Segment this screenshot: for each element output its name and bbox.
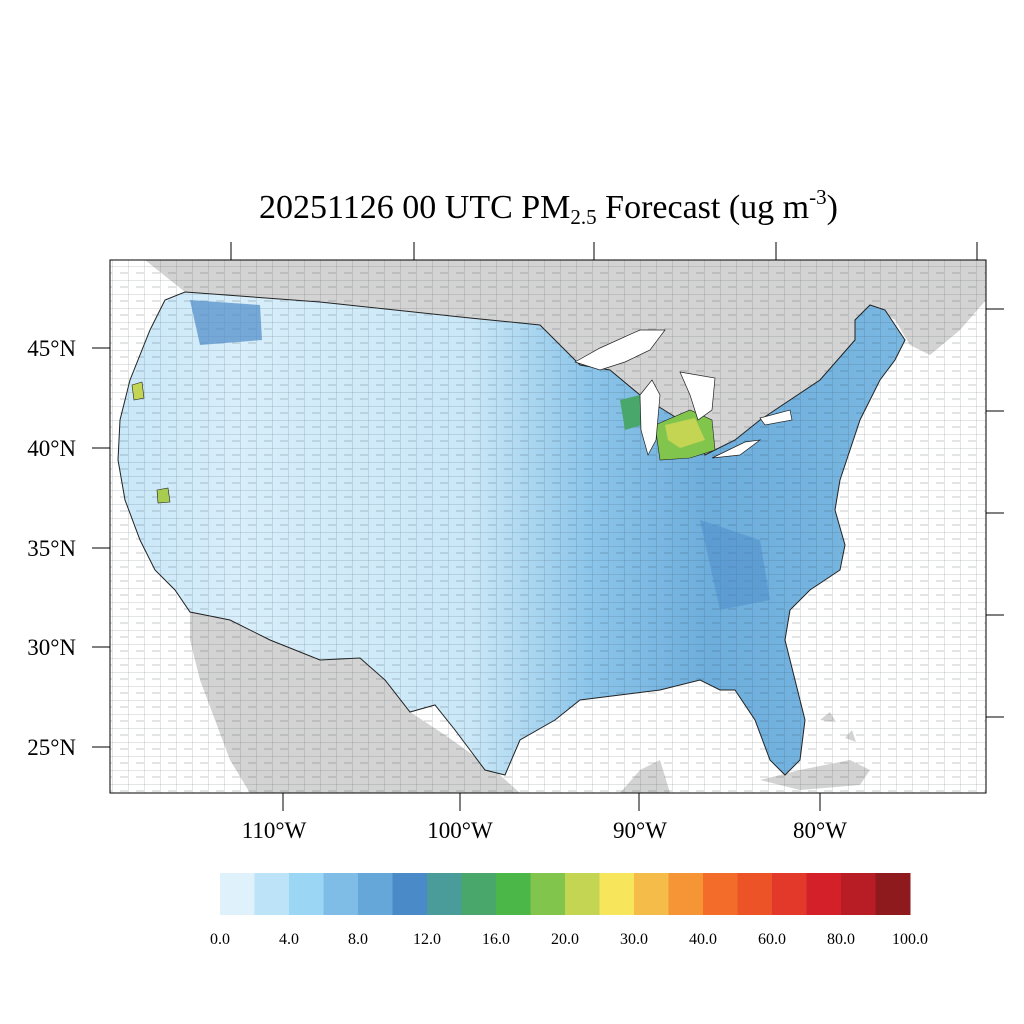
legend-label: 60.0 [758,931,786,948]
legend-swatch [220,873,255,915]
longitude-labels: 110°W 100°W 90°W 80°W [242,818,848,843]
legend-label: 4.0 [279,931,299,948]
legend-swatch [496,873,531,915]
legend-swatch [772,873,807,915]
legend-swatch [358,873,393,915]
map-area [110,260,986,793]
legend-swatch [634,873,669,915]
lon-label: 100°W [427,818,493,843]
lat-label: 35°N [27,536,76,561]
lon-label: 110°W [242,818,307,843]
title-rest: Forecast (ug m [596,189,810,226]
legend-swatch [530,873,566,915]
legend-swatch [806,873,842,915]
legend-swatch [323,873,359,915]
map-frame [109,259,987,794]
lat-label: 45°N [27,336,76,361]
legend-label: 20.0 [551,931,579,948]
latitude-labels: 45°N 40°N 35°N 30°N 25°N [27,336,76,760]
title-main: 20251126 00 UTC PM [259,189,571,226]
legend-swatch [703,873,738,915]
lat-label: 25°N [27,735,76,760]
top-ticks [230,242,978,260]
color-legend [220,873,911,915]
legend-label: 80.0 [827,931,855,948]
legend-label: 0.0 [210,931,230,948]
lon-label: 80°W [793,818,847,843]
very-high-pm-michigan [665,418,705,448]
legend-label: 40.0 [689,931,717,948]
left-ticks [92,347,110,748]
pm-patch-washington [190,300,262,345]
legend-swatch [392,873,428,915]
county-borders [110,260,986,793]
legend-swatch [668,873,704,915]
color-legend-labels: 0.0 4.0 8.0 12.0 16.0 20.0 30.0 40.0 60.0 80.0 100… [210,931,928,948]
legend-label: 30.0 [620,931,648,948]
lake-huron [679,371,716,421]
legend-swatch [841,873,876,915]
legend-swatch [461,873,497,915]
lake-michigan [639,379,661,456]
legend-swatch [599,873,635,915]
pm-patch-california [156,487,171,504]
lat-label: 40°N [27,436,76,461]
title-close: ) [826,189,838,226]
right-ticks [986,308,1004,718]
legend-swatch [875,873,911,915]
legend-label: 8.0 [348,931,368,948]
legend-swatch [737,873,773,915]
lake-erie [711,439,762,459]
legend-swatch [565,873,600,915]
lake-superior [574,329,666,371]
legend-swatch [289,873,324,915]
lake-ontario [759,409,793,426]
pm-patch-wisconsin [620,395,642,430]
lat-label: 30°N [27,635,76,660]
map-title: 20251126 00 UTC PM2.5 Forecast (ug m-3) [0,185,1024,230]
pm-patch-oregon [131,381,145,401]
title-superscript: -3 [809,185,827,209]
legend-swatch [427,873,462,915]
bottom-ticks [282,793,821,811]
legend-label: 100.0 [892,931,928,948]
legend-swatch [254,873,290,915]
pm-patch-southeast [700,520,770,610]
title-subscript: 2.5 [570,205,597,229]
legend-label: 16.0 [482,931,510,948]
lon-label: 90°W [613,818,667,843]
legend-label: 12.0 [413,931,441,948]
